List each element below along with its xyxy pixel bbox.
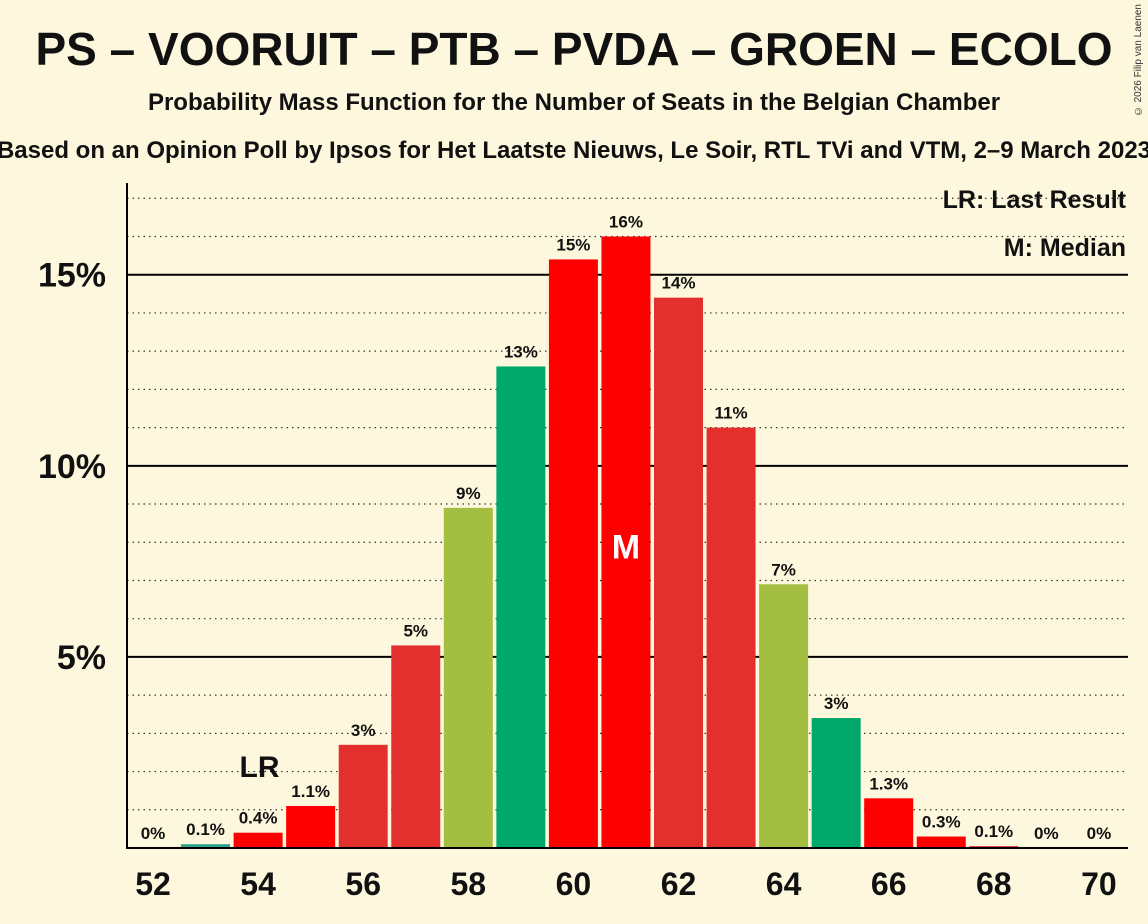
bar-label-seat-66: 1.3%	[869, 774, 908, 793]
chart-subtitle: Probability Mass Function for the Number…	[147, 89, 1001, 116]
x-tick-label: 56	[345, 866, 381, 902]
bar-seat-60	[548, 259, 598, 848]
bar-seat-54	[233, 832, 283, 848]
legend-last-result: LR: Last Result	[942, 186, 1126, 214]
chart-title: PS – VOORUIT – PTB – PVDA – GROEN – ECOL…	[35, 23, 1113, 75]
bar-seat-63	[706, 427, 756, 848]
bar-seat-64	[759, 584, 809, 848]
bar-seat-58	[443, 507, 493, 848]
axes: 5% 10% 15% 52 54 56 58 60 62 64 66 68 70	[38, 183, 1128, 902]
bar-seat-67	[916, 836, 966, 848]
x-tick-label: 68	[976, 866, 1012, 902]
bar-seat-55	[286, 805, 336, 848]
bar-label-seat-59: 13%	[504, 342, 538, 361]
bar-seat-53	[181, 844, 231, 848]
bar-seat-56	[338, 744, 388, 848]
bar-seat-57	[391, 645, 441, 848]
bar-seat-65	[811, 718, 861, 848]
bar-label-seat-54: 0.4%	[239, 809, 278, 828]
bar-label-seat-67: 0.3%	[922, 813, 961, 832]
bar-label-seat-63: 11%	[715, 404, 748, 423]
bar-seat-61	[601, 236, 651, 849]
x-tick-label: 66	[871, 866, 907, 902]
x-tick-label: 62	[661, 866, 697, 902]
bar-label-seat-62: 14%	[661, 274, 695, 293]
bar-label-seat-57: 5%	[403, 621, 428, 640]
x-tick-label: 70	[1081, 866, 1117, 902]
bar-label-seat-60: 15%	[556, 235, 590, 254]
bar-seat-66	[864, 798, 914, 848]
x-tick-label: 64	[766, 866, 802, 902]
y-tick-label: 15%	[38, 257, 106, 295]
x-tick-label: 54	[240, 866, 276, 902]
bar-seat-59	[496, 366, 546, 848]
last-result-marker: LR	[240, 751, 280, 784]
y-tick-label: 10%	[38, 448, 106, 486]
chart-source: Based on an Opinion Poll by Ipsos for He…	[0, 137, 1148, 164]
median-marker: M	[612, 529, 640, 567]
bar-label-seat-70: 0%	[1087, 824, 1112, 843]
bar-label-seat-53: 0.1%	[186, 820, 225, 839]
bar-label-seat-65: 3%	[824, 694, 849, 713]
bar-seat-62	[654, 297, 703, 849]
x-tick-label: 58	[451, 866, 487, 902]
bar-label-seat-68: 0.1%	[974, 822, 1013, 841]
bar-label-seat-64: 7%	[771, 560, 796, 579]
bar-label-seat-58: 9%	[456, 484, 481, 503]
bar-series	[181, 236, 1019, 849]
bar-label-seat-52: 0%	[141, 824, 166, 843]
bar-label-seat-69: 0%	[1034, 824, 1059, 843]
y-tick-label: 5%	[57, 639, 106, 677]
x-tick-label: 52	[135, 866, 171, 902]
bar-label-seat-55: 1.1%	[291, 782, 330, 801]
legend-median: M: Median	[1003, 234, 1126, 262]
bar-labels: 0% 0.1% 0.4% 1.1% 3% 5% 9% 13% 15% 16% 14% 11% 7% 3% 1…	[141, 213, 1111, 843]
x-tick-label: 60	[556, 866, 592, 902]
bar-label-seat-61: 16%	[609, 213, 643, 232]
bar-label-seat-56: 3%	[351, 721, 376, 740]
